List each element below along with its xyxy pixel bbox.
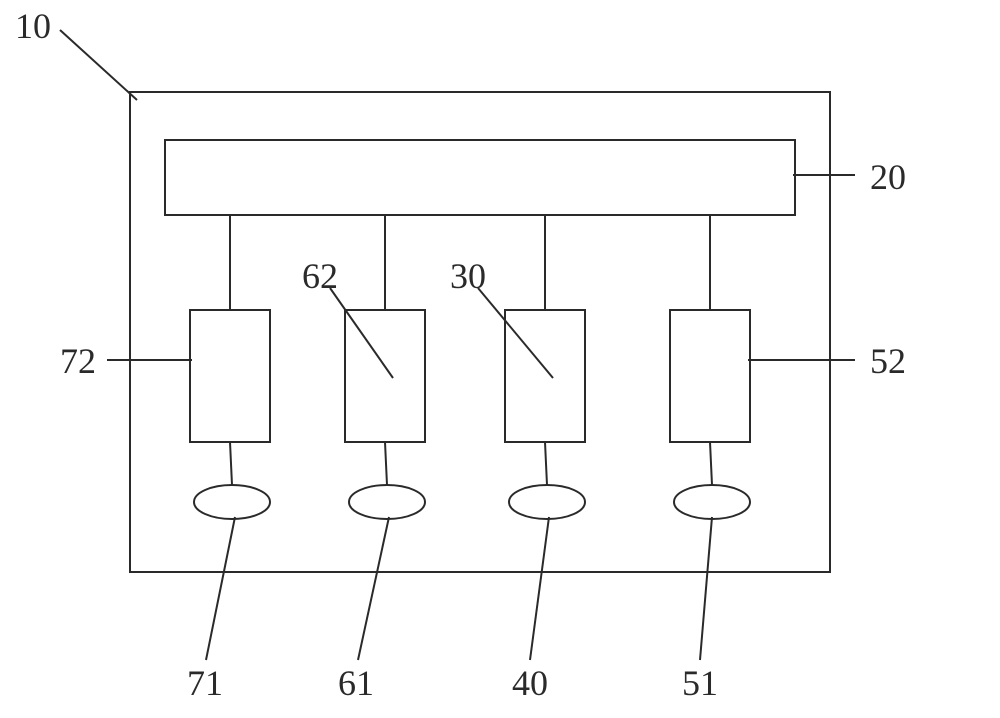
ellipse-e40 (509, 485, 585, 519)
label-62: 62 (302, 255, 338, 297)
lead-l40 (530, 517, 549, 660)
block-b30 (505, 310, 585, 442)
label-40: 40 (512, 662, 548, 704)
label-20: 20 (870, 156, 906, 198)
label-72: 72 (60, 340, 96, 382)
lead-l30 (478, 288, 553, 378)
block-b52 (670, 310, 750, 442)
label-30: 30 (450, 255, 486, 297)
block-b62 (345, 310, 425, 442)
lead-l61 (358, 517, 389, 660)
label-51: 51 (682, 662, 718, 704)
label-61: 61 (338, 662, 374, 704)
lead-l10 (60, 30, 137, 100)
block-b72 (190, 310, 270, 442)
lead-l71 (206, 517, 235, 660)
label-10: 10 (15, 5, 51, 47)
conn-bot-e40 (545, 442, 547, 485)
lead-l51 (700, 517, 712, 660)
label-71: 71 (187, 662, 223, 704)
label-52: 52 (870, 340, 906, 382)
outer-box (130, 92, 830, 572)
conn-bot-e71 (230, 442, 232, 485)
conn-bot-e61 (385, 442, 387, 485)
diagram-svg (0, 0, 1000, 718)
diagram-stage: 10 20 72 62 30 52 71 61 40 51 (0, 0, 1000, 718)
top-bar (165, 140, 795, 215)
conn-bot-e51 (710, 442, 712, 485)
lead-l62 (330, 288, 393, 378)
ellipse-e51 (674, 485, 750, 519)
ellipse-e71 (194, 485, 270, 519)
ellipse-e61 (349, 485, 425, 519)
